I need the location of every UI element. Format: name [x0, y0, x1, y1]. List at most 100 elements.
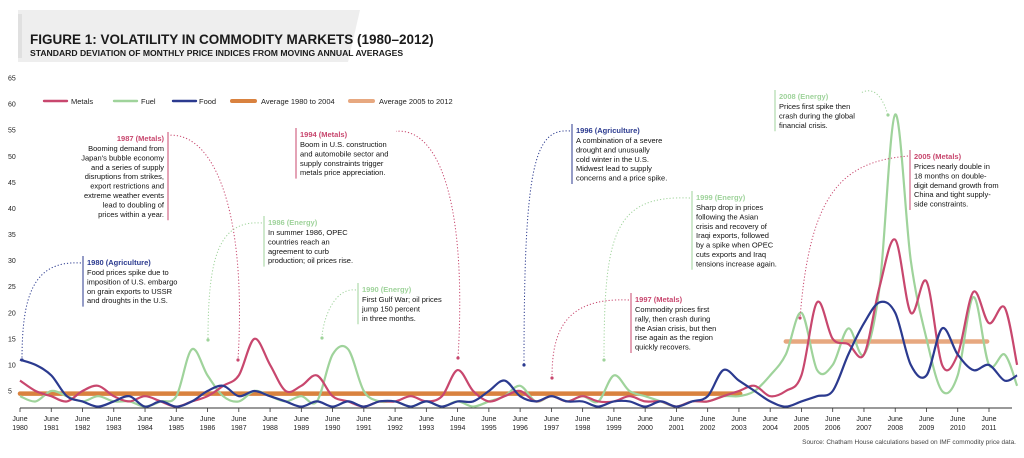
annotation-a1994: 1994 (Metals)Boom in U.S. constructionan… [295, 127, 461, 360]
annotation-line: crash during the global [779, 111, 855, 120]
annotation-line: Iraqi exports, followed [696, 231, 769, 240]
annotation-line: in three months. [362, 314, 416, 323]
x-tick-month: June [919, 416, 934, 423]
y-tick-label: 40 [8, 206, 16, 213]
x-tick-month: June [700, 416, 715, 423]
annotation-line: side constraints. [914, 200, 968, 209]
x-tick-year: 1984 [137, 425, 153, 432]
annotation-anchor [522, 363, 526, 367]
annotation-a1999: 1999 (Energy)Sharp drop in pricesfollowi… [602, 190, 790, 362]
annotation-line: extreme weather events [84, 191, 164, 200]
annotation-line: Commodity prices first [635, 305, 710, 314]
annotation-box [83, 255, 179, 308]
annotation-heading: 1994 (Metals) [300, 130, 348, 139]
x-tick-year: 2001 [669, 425, 685, 432]
y-tick-label: 50 [8, 154, 16, 161]
annotation-a1980: 1980 (Agriculture)Food prices spike due … [20, 255, 179, 362]
series-lines [19, 113, 1019, 408]
annotation-line: jump 150 percent [361, 304, 421, 313]
annotation-box [358, 282, 454, 326]
x-tick-month: June [450, 416, 465, 423]
x-tick-year: 2008 [887, 425, 903, 432]
y-tick-label: 35 [8, 232, 16, 239]
x-tick-month: June [544, 416, 559, 423]
x-tick-month: June [669, 416, 684, 423]
x-tick-month: June [606, 416, 621, 423]
annotation-line: cold winter in the U.S. [576, 155, 649, 164]
annotation-line: rise again as the region [635, 333, 713, 342]
annotation-leader [21, 262, 82, 361]
x-tick-year: 1985 [169, 425, 185, 432]
annotation-box [692, 190, 790, 271]
y-tick-label: 60 [8, 102, 16, 109]
y-tick-label: 65 [8, 76, 16, 83]
x-tick-month: June [200, 416, 215, 423]
annotation-line: Prices nearly double in [914, 162, 990, 171]
x-tick-month: June [825, 416, 840, 423]
legend-item-avg_1980_2004: Average 1980 to 2004 [230, 97, 335, 106]
legend-label: Metals [71, 97, 93, 106]
x-tick-month: June [262, 416, 277, 423]
annotation-line: China and tight supply- [914, 190, 991, 199]
x-tick-month: June [731, 416, 746, 423]
x-tick-month: June [231, 416, 246, 423]
legend-item-metals: Metals [42, 97, 93, 106]
title-edge [18, 14, 22, 58]
x-tick-year: 2005 [794, 425, 810, 432]
annotation-heading: 2005 (Metals) [914, 152, 962, 161]
annotation-heading: 2008 (Energy) [779, 92, 829, 101]
annotation-leader [799, 155, 909, 319]
annotation-box [572, 123, 674, 185]
x-tick-month: June [12, 416, 27, 423]
annotation-line: First Gulf War; oil prices [362, 295, 442, 304]
x-tick-year: 1992 [387, 425, 403, 432]
annotation-anchor [886, 113, 890, 117]
x-tick-month: June [294, 416, 309, 423]
annotation-box [296, 127, 396, 180]
annotation-leader [207, 222, 263, 341]
annotation-line: 18 months on double- [914, 171, 987, 180]
annotation-a1986: 1986 (Energy)In summer 1986, OPECcountri… [206, 215, 364, 342]
x-tick-year: 1987 [231, 425, 247, 432]
annotation-anchor [236, 358, 240, 362]
y-tick-label: 30 [8, 258, 16, 265]
x-tick-year: 1980 [12, 425, 28, 432]
annotation-box [264, 215, 364, 268]
annotation-line: imposition of U.S. embargo [87, 277, 177, 286]
y-tick-label: 15 [8, 336, 16, 343]
x-tick-month: June [169, 416, 184, 423]
title-background [18, 10, 360, 62]
x-tick-year: 2010 [950, 425, 966, 432]
x-tick-month: June [106, 416, 121, 423]
annotation-line: Sharp drop in prices [696, 203, 763, 212]
annotation-line: tensions increase again. [696, 259, 777, 268]
annotation-a1997: 1997 (Metals)Commodity prices firstrally… [550, 292, 727, 380]
annotation-heading: 1999 (Energy) [696, 193, 746, 202]
x-tick-month: June [137, 416, 152, 423]
annotation-anchor [320, 336, 324, 340]
annotation-line: disruptions from strikes, [85, 172, 164, 181]
annotation-heading: 1996 (Agriculture) [576, 126, 640, 135]
x-tick-month: June [75, 416, 90, 423]
x-tick-year: 1989 [294, 425, 310, 432]
annotation-line: crisis and recovery of [696, 222, 768, 231]
x-tick-month: June [388, 416, 403, 423]
average-bands [17, 339, 990, 396]
annotation-line: Prices first spike then [779, 102, 850, 111]
figure-title: FIGURE 1: VOLATILITY IN COMMODITY MARKET… [30, 32, 434, 47]
annotation-box [775, 89, 861, 133]
annotation-heading: 1990 (Energy) [362, 285, 412, 294]
x-tick-month: June [513, 416, 528, 423]
annotation-leader [321, 289, 357, 339]
annotation-leader [523, 130, 571, 366]
x-tick-year: 2006 [825, 425, 841, 432]
x-tick-year: 1997 [544, 425, 560, 432]
legend-item-fuel: Fuel [112, 97, 156, 106]
x-tick-month: June [356, 416, 371, 423]
annotation-box [910, 149, 1012, 211]
annotation-a1990: 1990 (Energy)First Gulf War; oil pricesj… [320, 282, 454, 340]
x-tick-month: June [481, 416, 496, 423]
legend-label: Fuel [141, 97, 156, 106]
annotation-line: on grain exports to USSR [87, 287, 173, 296]
